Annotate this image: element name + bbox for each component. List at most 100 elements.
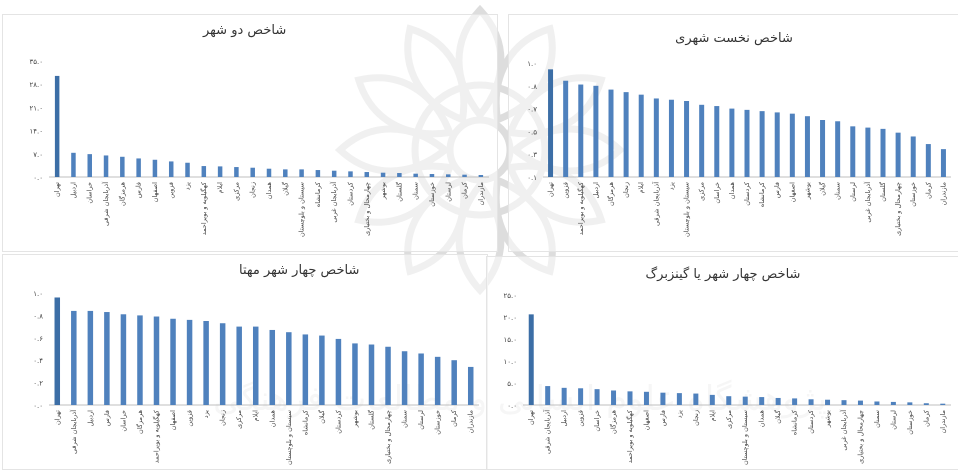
chart-svg: ۰.۱ ۰.۳ ۰.۵ ۰.۷ ۰.۸ ۱.۰ تهران قزوین کهگیلویه و ب… <box>527 60 951 237</box>
bar <box>825 399 831 405</box>
x-tick-label: تهران <box>527 410 535 425</box>
bar <box>348 171 353 177</box>
y-tick-label: ۰.۳ <box>527 151 537 159</box>
bar <box>699 104 705 177</box>
x-tick-label: سمنان <box>401 410 409 428</box>
y-tick-label: ۰.۷ <box>527 106 537 114</box>
bar <box>774 112 780 177</box>
x-tick-label: سمنان <box>412 182 420 200</box>
y-tick-label: ۲۸.۰ <box>29 81 43 89</box>
bar <box>152 159 158 177</box>
bar <box>726 396 732 405</box>
x-tick-label: آذربایجان غربی <box>329 181 338 223</box>
bar <box>201 166 207 177</box>
bar <box>319 335 325 405</box>
x-tick-label: زنجان <box>249 182 257 198</box>
x-tick-label: اردبیل <box>86 410 94 427</box>
x-tick-label: ایلام <box>216 182 224 194</box>
bar <box>71 152 76 177</box>
bar <box>874 401 880 405</box>
bar <box>446 174 451 177</box>
x-tick-label: کردستان <box>346 181 354 206</box>
x-tick-label: بوشهر <box>803 182 811 200</box>
x-tick-label: اردبیل <box>69 182 77 199</box>
x-tick-label: فارس <box>773 182 781 198</box>
y-tick-label: ۱۵.۰ <box>503 336 517 344</box>
x-tick-label: بوشهر <box>824 410 832 428</box>
x-tick-label: گلستان <box>879 181 887 202</box>
chart-svg: ۰.۰ ۷.۰ ۱۴.۰ ۲۱.۰ ۲۸.۰ ۳۵.۰ تهران اردبیل خراسان آ… <box>29 58 489 237</box>
y-tick-label: ۱.۰ <box>33 290 43 298</box>
bar <box>413 173 418 177</box>
bar <box>578 84 584 177</box>
chart-panel-four-city-mehta-index: ۰.۰ ۰.۲ ۰.۴ ۰.۶ ۰.۸ ۱.۰ تهران آذربایجان شرقی ارد… <box>2 254 488 470</box>
bar <box>910 136 916 177</box>
x-tick-label: مرکزی <box>725 410 733 429</box>
x-tick-label: تهران <box>53 182 61 197</box>
bar <box>850 126 856 177</box>
bar <box>890 401 896 405</box>
bar <box>203 321 209 405</box>
x-tick-label: اصفهان <box>169 410 177 431</box>
bar <box>368 344 375 405</box>
bar <box>759 111 765 177</box>
bar <box>234 167 239 177</box>
bar <box>168 161 174 177</box>
bar <box>364 172 370 177</box>
x-tick-label: سیستان و بلوچستان <box>285 410 293 465</box>
bar <box>907 402 913 405</box>
x-tick-label: لرستان <box>417 410 425 430</box>
bar <box>87 310 94 405</box>
x-tick-label: کرمانشاه <box>301 409 309 435</box>
x-tick-label: کردستان <box>743 181 751 206</box>
x-tick-label: خراسان <box>119 410 127 432</box>
x-tick-label: لرستان <box>849 182 857 202</box>
x-tick-label: اردبیل <box>592 182 600 199</box>
x-tick-label: کرمان <box>924 181 932 199</box>
x-tick-label: هرمزگان <box>136 409 144 434</box>
x-tick-label: مازندران <box>939 182 947 206</box>
y-tick-label: ۲۰.۰ <box>503 314 517 322</box>
x-tick-label: کرمان <box>461 181 469 199</box>
bar <box>236 326 242 405</box>
bar <box>266 168 272 177</box>
bar <box>315 170 321 177</box>
x-tick-label: فارس <box>135 182 143 198</box>
x-tick-label: زنجان <box>622 182 630 198</box>
bar <box>418 353 424 405</box>
bar <box>286 332 292 405</box>
bar <box>269 329 276 405</box>
bar <box>563 80 569 177</box>
x-tick-label: مازندران <box>477 182 485 206</box>
x-tick-label: کرمانشاه <box>758 181 766 207</box>
x-tick-label: کردستان <box>807 409 815 434</box>
y-tick-label: ۳۵.۰ <box>29 58 43 66</box>
x-tick-label: آذربایجان شرقی <box>651 181 660 226</box>
y-tick-label: ۷.۰ <box>33 151 43 159</box>
bar <box>895 132 901 177</box>
x-tick-label: گیلان <box>774 409 782 424</box>
bar <box>808 399 814 405</box>
bar <box>299 169 304 177</box>
x-tick-label: بوشهر <box>379 182 387 200</box>
bar <box>548 69 554 177</box>
x-tick-label: آذربایجان غربی <box>839 409 848 451</box>
bar <box>804 116 810 177</box>
y-tick-label: ۰.۸ <box>33 312 43 320</box>
x-tick-label: همدان <box>268 409 276 427</box>
bar <box>789 113 795 177</box>
bar <box>528 314 534 405</box>
x-tick-label: خراسان <box>86 182 94 204</box>
x-tick-label: مرکزی <box>232 182 240 201</box>
bar <box>880 128 886 177</box>
bar <box>467 366 474 405</box>
chart-panel-two-city-index: ۰.۰ ۷.۰ ۱۴.۰ ۲۱.۰ ۲۸.۰ ۳۵.۰ تهران اردبیل خراسان آ… <box>2 14 498 252</box>
x-tick-label: آذربایجان شرقی <box>101 181 110 226</box>
x-tick-label: سمنان <box>834 182 842 200</box>
x-tick-label: آذربایجان غربی <box>863 181 872 223</box>
bar <box>578 388 584 405</box>
y-tick-label: ۰.۰ <box>507 402 517 410</box>
x-tick-label: قزوین <box>577 410 585 427</box>
x-tick-label: ایلام <box>637 182 645 194</box>
x-tick-label: لرستان <box>889 410 897 430</box>
